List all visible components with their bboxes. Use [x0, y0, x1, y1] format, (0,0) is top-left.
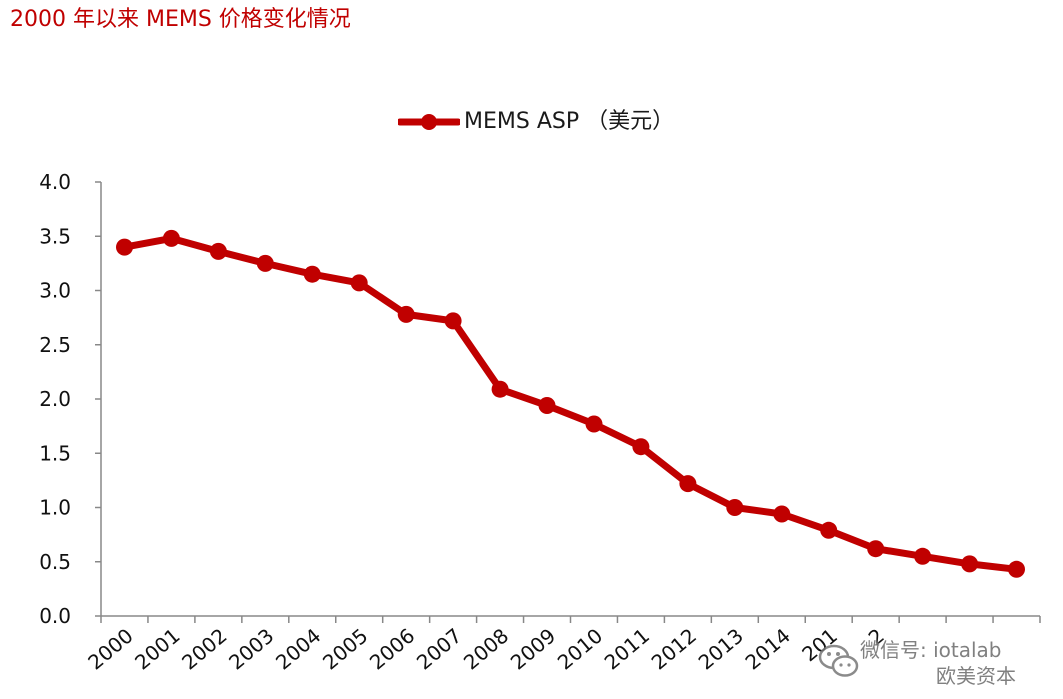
x-tick-label: 2000	[83, 623, 137, 674]
x-tick-label: 2011	[600, 623, 654, 674]
data-point-2000	[116, 238, 133, 256]
data-point-2006	[397, 305, 415, 323]
page-title: 2000 年以来 MEMS 价格变化情况	[10, 7, 351, 32]
watermark-brand: 欧美资本	[936, 664, 1016, 688]
legend-label: MEMS ASP （美元）	[464, 109, 675, 134]
y-tick-label: 2.5	[39, 333, 71, 357]
data-point-2013	[726, 499, 744, 516]
data-point-2012	[679, 475, 697, 493]
x-tick-label: 2003	[224, 623, 278, 674]
chart-legend: MEMS ASP （美元）	[398, 104, 674, 140]
data-point-2003	[256, 254, 274, 272]
data-point-2005	[350, 274, 368, 292]
x-tick-label: 2012	[647, 623, 701, 674]
x-tick-label: 2005	[318, 623, 372, 674]
data-point-2015	[820, 521, 838, 539]
data-point-2018	[961, 555, 979, 573]
data-point-2014	[773, 505, 791, 523]
x-tick-label: 2001	[130, 623, 184, 674]
y-tick-label: 3.5	[39, 224, 71, 248]
x-tick-labels: 2000200120022003200420052006200720082009…	[83, 623, 889, 674]
y-tick-label: 1.5	[39, 441, 71, 465]
data-point-2009	[538, 397, 556, 414]
x-tick-label: 2006	[365, 623, 419, 674]
series-line	[121, 234, 1020, 573]
y-tick-labels: 0.0 0.5 1.0 1.5 2.0 2.5 3.0 3.5 4.0	[39, 170, 71, 628]
data-point-2010	[585, 415, 603, 433]
data-point-2002	[209, 242, 227, 260]
x-tick-label: 2007	[412, 623, 466, 674]
y-tick-label: 2.0	[39, 387, 71, 411]
watermark: 微信号: iotalab 欧美资本	[816, 634, 1056, 690]
x-tick-label: 2009	[506, 623, 560, 674]
x-tick-label: 2004	[271, 623, 325, 674]
y-tick-label: 3.0	[39, 279, 71, 303]
wechat-icon	[818, 644, 859, 677]
x-tick-label: 2010	[553, 623, 607, 674]
x-tick-label: 2002	[177, 623, 231, 674]
y-tick-label: 1.0	[39, 496, 71, 520]
data-point-2004	[303, 265, 321, 283]
y-tick-label: 0.5	[39, 550, 71, 574]
data-point-2001	[162, 229, 180, 247]
data-point-2016	[867, 540, 885, 558]
chart-axes	[95, 181, 1041, 623]
x-tick-label: 2008	[459, 623, 513, 674]
data-point-2007	[444, 312, 462, 330]
data-point-2017	[914, 547, 932, 565]
data-points	[116, 229, 1025, 578]
y-tick-label: 0.0	[39, 604, 71, 628]
data-point-2008	[491, 380, 509, 398]
watermark-wechat-id: 微信号: iotalab	[860, 638, 1002, 662]
x-tick-label: 2013	[694, 623, 748, 674]
legend-marker	[398, 114, 460, 130]
data-point-2019	[1008, 560, 1025, 578]
y-tick-label: 4.0	[39, 170, 71, 194]
x-tick-label: 2014	[741, 623, 795, 674]
data-point-2011	[632, 438, 650, 456]
